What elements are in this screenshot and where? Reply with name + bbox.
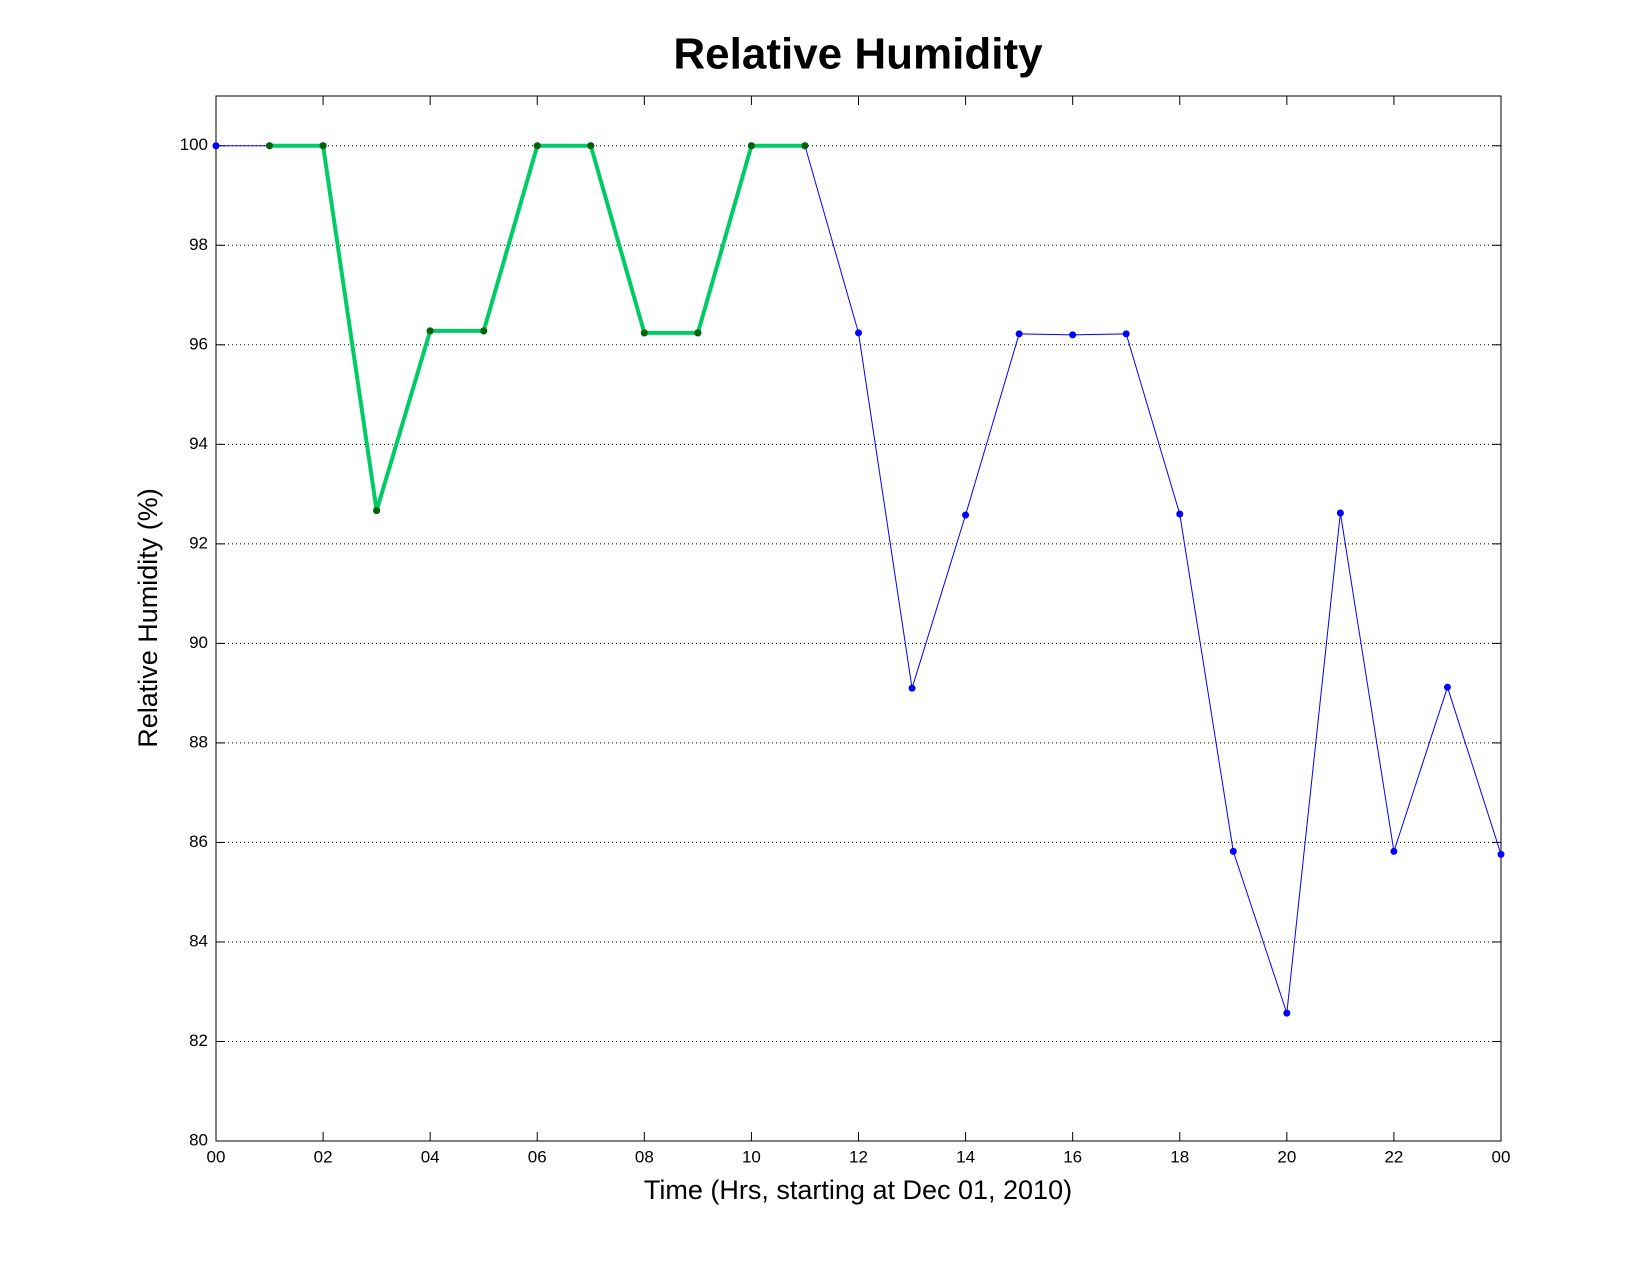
data-point <box>1069 331 1077 339</box>
data-point <box>1283 1009 1291 1017</box>
x-tick-label: 22 <box>1384 1147 1403 1166</box>
y-axis-label: Relative Humidity (%) <box>133 488 163 748</box>
data-point <box>747 142 755 150</box>
data-point <box>962 511 970 519</box>
data-point <box>801 142 809 150</box>
data-point <box>1122 330 1130 338</box>
data-point <box>373 507 381 515</box>
data-point <box>908 684 916 692</box>
data-point <box>426 327 434 335</box>
y-tick-label: 84 <box>189 931 208 950</box>
x-tick-label: 00 <box>1492 1147 1511 1166</box>
data-point <box>1176 510 1184 518</box>
data-point <box>855 329 862 337</box>
y-tick-label: 80 <box>189 1130 208 1149</box>
data-point <box>1497 850 1505 858</box>
y-tick-label: 98 <box>189 235 208 254</box>
y-tick-label: 100 <box>180 135 208 154</box>
data-point <box>212 142 220 150</box>
x-tick-label: 16 <box>1063 1147 1082 1166</box>
x-tick-label: 08 <box>635 1147 654 1166</box>
x-tick-label: 04 <box>421 1147 440 1166</box>
data-point <box>694 329 702 337</box>
x-tick-label: 02 <box>314 1147 333 1166</box>
data-point <box>1015 330 1023 338</box>
data-point <box>480 327 488 335</box>
x-tick-label: 06 <box>528 1147 547 1166</box>
data-point <box>587 142 595 150</box>
y-tick-label: 94 <box>189 434 208 453</box>
y-tick-label: 82 <box>189 1031 208 1050</box>
data-point <box>266 142 274 150</box>
data-point <box>1443 683 1451 691</box>
data-point <box>319 142 327 150</box>
data-point <box>1336 509 1344 517</box>
y-tick-label: 86 <box>189 832 208 851</box>
y-tick-label: 90 <box>189 633 208 652</box>
x-tick-label: 20 <box>1277 1147 1296 1166</box>
y-tick-label: 92 <box>189 533 208 552</box>
x-tick-label: 12 <box>849 1147 868 1166</box>
x-tick-label: 14 <box>956 1147 975 1166</box>
data-point <box>533 142 541 150</box>
data-point <box>640 329 648 337</box>
data-point <box>1229 847 1237 855</box>
chart-title: Relative Humidity <box>673 30 1043 79</box>
x-tick-label: 00 <box>207 1147 226 1166</box>
x-axis-label: Time (Hrs, starting at Dec 01, 2010) <box>644 1175 1072 1205</box>
y-tick-label: 96 <box>189 334 208 353</box>
x-tick-label: 10 <box>742 1147 761 1166</box>
x-tick-label: 18 <box>1170 1147 1189 1166</box>
data-point <box>1390 847 1398 855</box>
plot-area <box>215 95 1502 1142</box>
y-tick-label: 88 <box>189 732 208 751</box>
